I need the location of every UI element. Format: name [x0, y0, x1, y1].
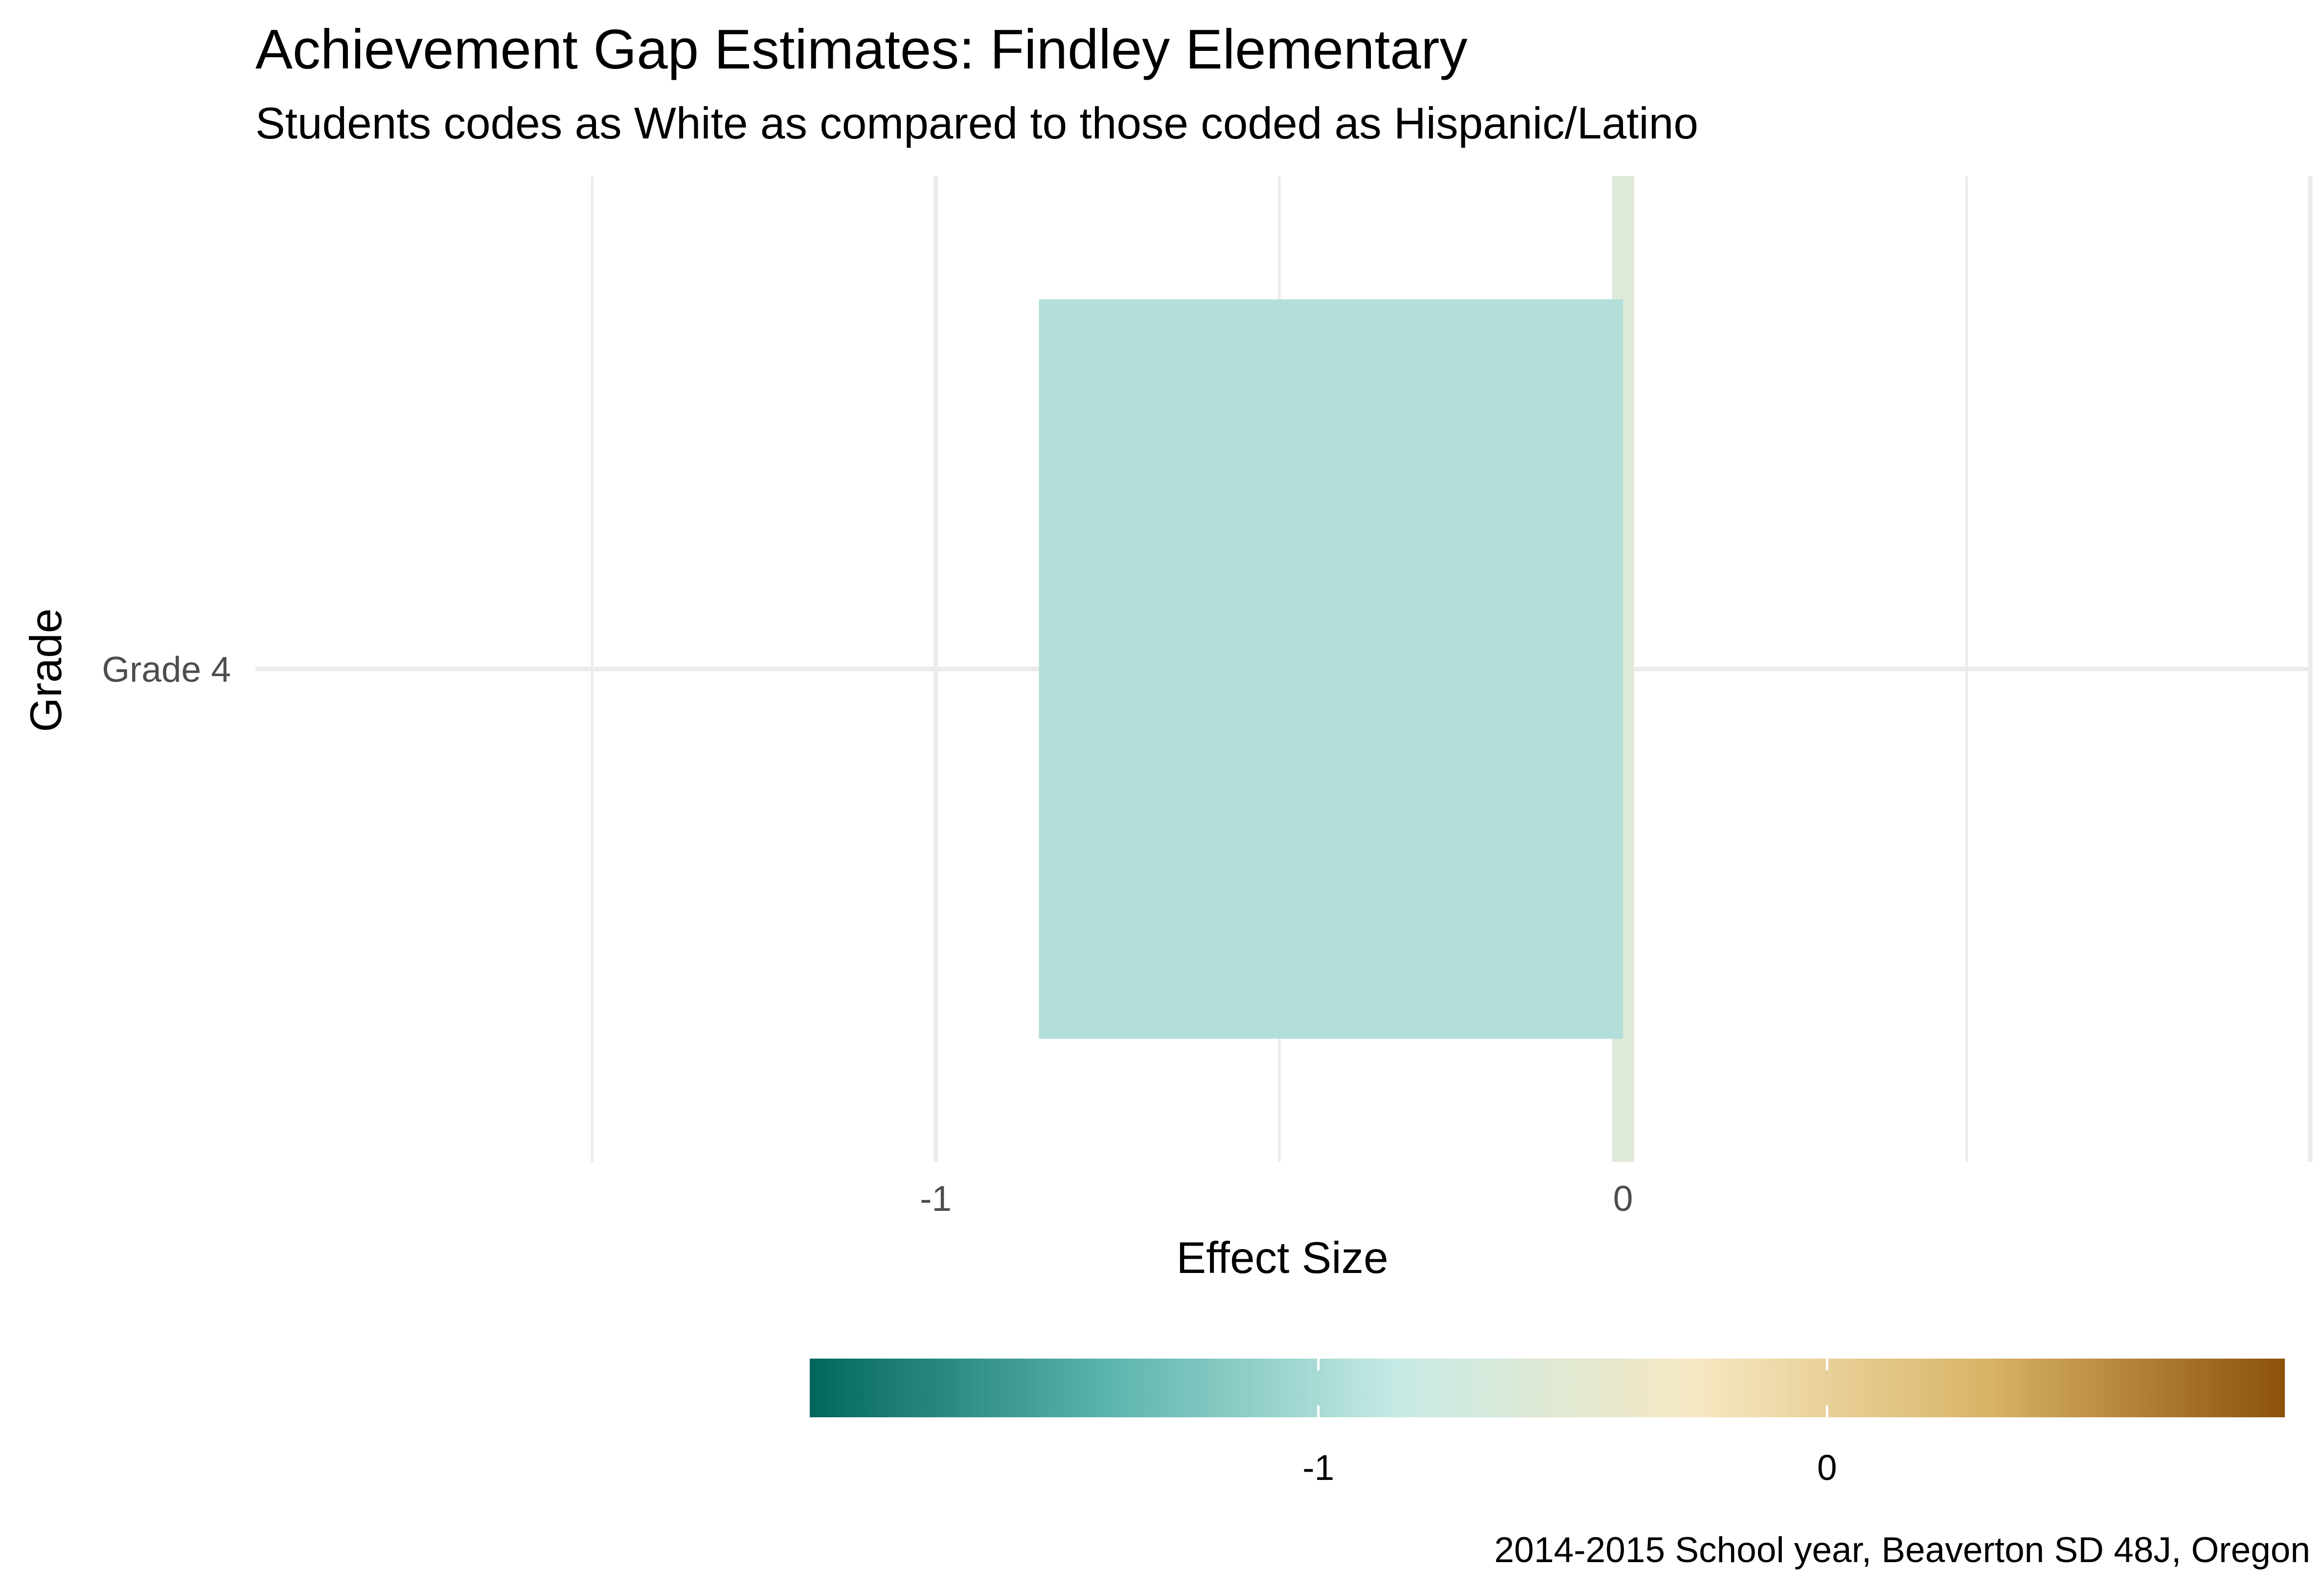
colorbar-ticks: -1 0 — [1302, 1359, 1837, 1488]
bars — [1039, 299, 1623, 1039]
y-tick-labels: Grade 4 — [102, 650, 231, 690]
chart-subtitle: Students codes as White as compared to t… — [255, 99, 1698, 148]
y-tick-label: Grade 4 — [102, 650, 231, 690]
x-axis-label: Effect Size — [1176, 1233, 1388, 1283]
bar — [1039, 299, 1623, 1039]
colorbar — [810, 1359, 2285, 1417]
colorbar-tick-label: 0 — [1817, 1448, 1837, 1488]
chart-caption: 2014-2015 School year, Beaverton SD 48J,… — [1494, 1530, 2310, 1570]
colorbar-tick-label: -1 — [1302, 1448, 1334, 1488]
y-axis-label: Grade — [22, 609, 71, 732]
x-tick-labels: -1 0 — [920, 1179, 1633, 1219]
color-legend: -1 0 — [810, 1359, 2285, 1488]
chart-title: Achievement Gap Estimates: Findley Eleme… — [255, 19, 1467, 81]
x-tick-label: 0 — [1613, 1179, 1633, 1219]
x-tick-label: -1 — [920, 1179, 952, 1219]
